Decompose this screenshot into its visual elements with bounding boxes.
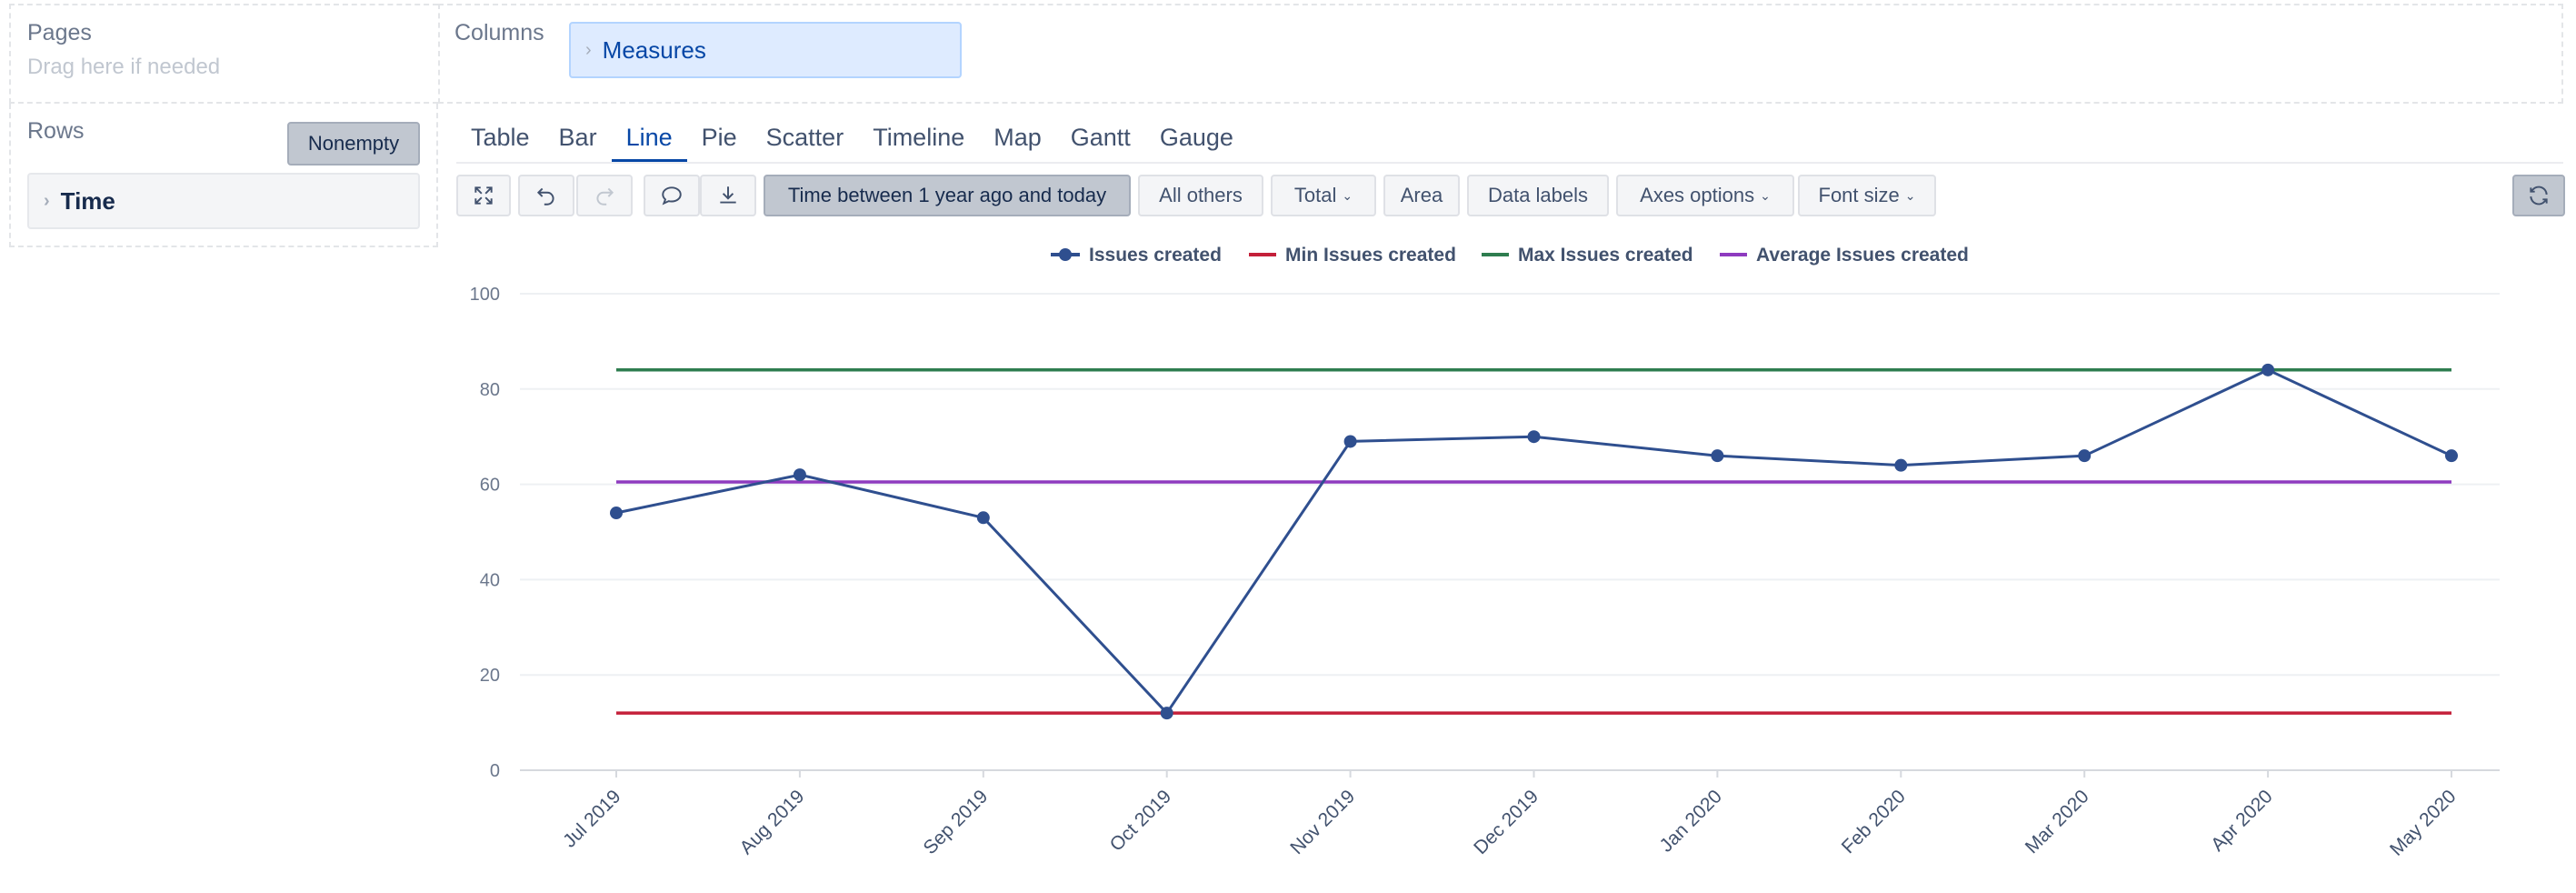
tabs-divider: [456, 162, 2563, 164]
x-tick-label: Mar 2020: [2022, 786, 2093, 858]
y-tick-label: 0: [490, 761, 500, 781]
y-tick-label: 80: [480, 380, 500, 400]
refresh-button[interactable]: [2512, 175, 2565, 216]
x-tick-label: Apr 2020: [2207, 786, 2277, 856]
time-filter-button[interactable]: Time between 1 year ago and today: [764, 175, 1131, 216]
fullscreen-icon: [474, 186, 493, 205]
x-tick-label: Oct 2019: [1106, 786, 1176, 856]
fullscreen-button[interactable]: [456, 175, 511, 216]
data-point[interactable]: [2445, 449, 2458, 463]
legend-label[interactable]: Average Issues created: [1756, 245, 1969, 266]
series-lines: [615, 368, 2452, 716]
undo-button[interactable]: [518, 175, 574, 216]
data-labels-button[interactable]: Data labels: [1467, 175, 1609, 216]
chevron-down-icon: ⌄: [1760, 187, 1771, 203]
download-icon: [720, 186, 736, 204]
redo-button[interactable]: [576, 175, 633, 216]
x-tick-label: Sep 2019: [919, 786, 992, 858]
data-point[interactable]: [976, 511, 990, 525]
data-point[interactable]: [1711, 449, 1724, 463]
legend-marker: [1059, 248, 1072, 261]
x-tick-label: Jan 2020: [1656, 786, 1726, 856]
rows-title: Rows: [27, 118, 85, 144]
tab-table[interactable]: Table: [471, 124, 530, 151]
data-point[interactable]: [1894, 458, 1908, 472]
time-chip[interactable]: › Time: [27, 173, 420, 229]
x-tick-label: Feb 2020: [1838, 786, 1910, 858]
pages-title: Pages: [27, 20, 92, 45]
x-tick-label: Nov 2019: [1286, 786, 1359, 858]
x-axis-ticks: Jul 2019 Aug 2019 Sep 2019 Oct 2019 Nov 2019…: [559, 770, 2461, 860]
chart-grid: [520, 293, 2500, 771]
undo-icon: [536, 187, 554, 206]
series-points: [610, 363, 2458, 720]
chevron-right-icon[interactable]: ›: [585, 39, 592, 60]
columns-title: Columns: [454, 20, 544, 45]
chart-type-tabs: Table Bar Line Pie Scatter Timeline Map …: [456, 116, 1248, 162]
x-tick-label: Aug 2019: [736, 786, 809, 858]
chevron-right-icon[interactable]: ›: [44, 190, 50, 211]
y-axis-ticks: 0 20 40 60 80 100: [470, 285, 500, 781]
legend-label[interactable]: Min Issues created: [1285, 245, 1456, 266]
data-point[interactable]: [2261, 363, 2275, 376]
tab-bar[interactable]: Bar: [558, 124, 597, 151]
chevron-down-icon: ⌄: [1904, 187, 1916, 203]
tab-gauge[interactable]: Gauge: [1159, 124, 1233, 151]
tab-map[interactable]: Map: [993, 124, 1042, 151]
x-tick-label: Dec 2019: [1470, 786, 1543, 858]
area-button[interactable]: Area: [1383, 175, 1460, 216]
refresh-icon: [2530, 186, 2548, 206]
y-tick-label: 100: [470, 285, 500, 305]
comment-icon: [662, 186, 682, 206]
tab-timeline[interactable]: Timeline: [873, 124, 965, 151]
axes-options-dropdown[interactable]: Axes options ⌄: [1616, 175, 1794, 216]
tab-scatter[interactable]: Scatter: [765, 124, 844, 151]
y-tick-label: 40: [480, 570, 500, 590]
font-size-dropdown[interactable]: Font size ⌄: [1798, 175, 1936, 216]
tab-pie[interactable]: Pie: [701, 124, 737, 151]
tab-line[interactable]: Line: [611, 116, 687, 162]
x-tick-label: Jul 2019: [559, 786, 624, 851]
data-point[interactable]: [2078, 449, 2092, 463]
total-label: Total: [1293, 184, 1337, 206]
comment-button[interactable]: [644, 175, 700, 216]
pages-placeholder: Drag here if needed: [27, 55, 221, 79]
series-line: [615, 368, 2452, 716]
nonempty-button[interactable]: Nonempty: [287, 122, 420, 166]
x-tick-label: May 2020: [2386, 786, 2460, 859]
chart-legend: Issues created Min Issues created Max Issu…: [1051, 245, 1969, 266]
rows-drop-zone[interactable]: Rows: [9, 104, 438, 247]
measures-chip-label: Measures: [602, 35, 706, 64]
data-point[interactable]: [1343, 435, 1357, 448]
total-dropdown[interactable]: Total ⌄: [1271, 175, 1376, 216]
data-point[interactable]: [793, 468, 806, 482]
chevron-down-icon: ⌄: [1342, 187, 1353, 203]
download-button[interactable]: [700, 175, 756, 216]
data-point[interactable]: [1160, 707, 1173, 720]
data-point[interactable]: [610, 507, 623, 520]
time-chip-label: Time: [60, 186, 115, 215]
redo-icon: [596, 187, 614, 206]
tab-gantt[interactable]: Gantt: [1070, 124, 1131, 151]
data-point[interactable]: [1527, 430, 1541, 444]
all-others-button[interactable]: All others: [1138, 175, 1263, 216]
pages-drop-zone[interactable]: Pages Drag here if needed: [9, 4, 438, 104]
measures-chip[interactable]: › Measures: [569, 22, 962, 78]
legend-label[interactable]: Max Issues created: [1518, 245, 1693, 266]
axes-options-label: Axes options: [1640, 184, 1755, 206]
columns-drop-zone[interactable]: Columns: [438, 4, 2563, 104]
y-tick-label: 20: [480, 666, 500, 686]
legend-label[interactable]: Issues created: [1089, 245, 1222, 266]
y-tick-label: 60: [480, 476, 500, 496]
font-size-label: Font size: [1818, 184, 1900, 206]
